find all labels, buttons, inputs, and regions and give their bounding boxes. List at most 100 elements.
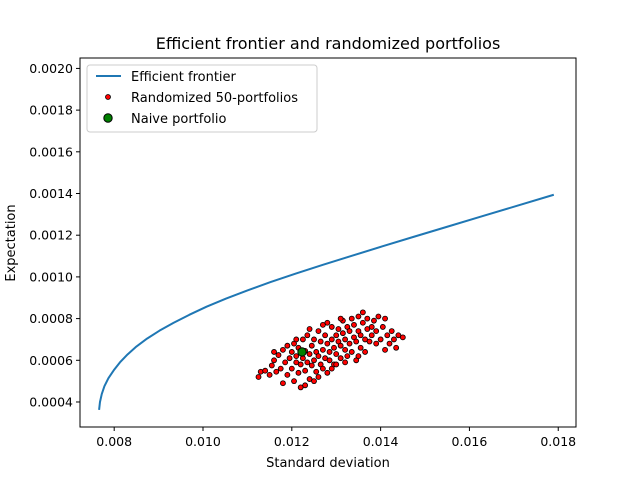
frontier-line xyxy=(98,193,555,411)
random-portfolio-point xyxy=(362,349,368,355)
random-portfolio-point xyxy=(282,359,289,366)
random-portfolio-point xyxy=(368,332,375,339)
random-portfolio-point xyxy=(339,330,346,337)
y-tick-label: 0.0014 xyxy=(29,186,73,201)
random-portfolio-point xyxy=(304,359,311,366)
y-tick-label: 0.0020 xyxy=(29,61,73,76)
legend-naive-label: Naive portfolio xyxy=(131,112,227,127)
random-portfolio-point xyxy=(324,369,331,376)
scatter-layer xyxy=(255,309,406,391)
random-portfolio-point xyxy=(375,313,382,320)
random-portfolio-point xyxy=(266,371,273,378)
random-portfolio-point xyxy=(308,342,315,349)
random-portfolio-point xyxy=(288,365,295,372)
random-portfolio-point xyxy=(335,326,342,332)
random-portfolio-point xyxy=(315,353,322,360)
random-portfolio-point xyxy=(324,340,331,347)
random-portfolio-point xyxy=(280,346,286,353)
random-portfolio-point xyxy=(319,321,326,328)
legend-random-swatch xyxy=(105,94,111,100)
random-portfolio-point xyxy=(304,332,311,339)
random-portfolio-point xyxy=(346,340,353,347)
x-tick-label: 0.010 xyxy=(185,434,221,449)
random-portfolio-point xyxy=(326,357,333,364)
legend: Efficient frontier Randomized 50-portfol… xyxy=(86,64,318,133)
random-portfolio-point xyxy=(313,368,320,375)
axes-frame xyxy=(79,57,577,428)
random-portfolio-point xyxy=(337,355,344,362)
random-portfolio-point xyxy=(302,367,309,374)
y-tick-label: 0.0016 xyxy=(29,144,73,159)
random-portfolio-point xyxy=(315,328,322,335)
random-portfolio-point xyxy=(337,342,344,349)
random-portfolio-point xyxy=(342,336,349,343)
y-tick-label: 0.0010 xyxy=(29,269,73,284)
legend-random-label: Randomized 50-portfolios xyxy=(131,91,298,106)
legend-naive-swatch xyxy=(103,113,113,123)
random-portfolio-point xyxy=(297,361,304,368)
random-portfolio-point xyxy=(311,357,317,364)
random-portfolio-point xyxy=(346,328,353,335)
random-portfolio-point xyxy=(373,328,380,335)
random-portfolio-point xyxy=(371,317,377,324)
random-portfolio-point xyxy=(355,313,362,320)
random-portfolio-point xyxy=(288,349,295,355)
random-portfolio-point xyxy=(348,315,355,322)
random-portfolio-point xyxy=(328,336,335,343)
random-portfolio-point xyxy=(319,365,326,372)
y-tick-label: 0.0004 xyxy=(29,394,73,409)
random-portfolio-point xyxy=(382,346,388,353)
random-portfolio-point xyxy=(359,319,366,326)
random-portfolio-point xyxy=(333,332,340,339)
random-portfolio-point xyxy=(399,334,406,341)
random-portfolio-point xyxy=(391,336,397,343)
random-portfolio-point xyxy=(286,355,293,362)
random-portfolio-point xyxy=(300,336,306,343)
random-portfolio-point xyxy=(315,374,322,380)
random-portfolio-point xyxy=(284,371,291,378)
random-portfolio-point xyxy=(271,357,277,364)
x-tick-label: 0.018 xyxy=(540,434,576,449)
random-portfolio-point xyxy=(353,338,360,345)
random-portfolio-point xyxy=(333,361,340,368)
random-portfolio-point xyxy=(357,332,364,339)
random-portfolio-point xyxy=(364,315,371,322)
random-portfolio-point xyxy=(351,321,357,328)
random-portfolio-point xyxy=(328,324,335,330)
random-portfolio-point xyxy=(322,332,329,339)
chart-title: Efficient frontier and randomized portfo… xyxy=(156,34,501,53)
random-portfolio-point xyxy=(311,378,317,385)
random-portfolio-point xyxy=(284,342,291,349)
random-portfolio-point xyxy=(328,365,335,372)
x-axis: 0.008 0.010 0.012 0.014 0.016 0.018 xyxy=(96,427,576,449)
random-portfolio-point xyxy=(333,351,340,357)
y-tick-label: 0.0008 xyxy=(29,311,73,326)
random-portfolio-point xyxy=(348,349,355,355)
random-portfolio-point xyxy=(271,349,277,355)
random-portfolio-point xyxy=(366,338,373,345)
random-portfolio-point xyxy=(355,353,362,360)
random-portfolio-point xyxy=(295,369,302,376)
random-portfolio-point xyxy=(291,378,297,385)
random-portfolio-point xyxy=(373,340,380,347)
legend-frontier-label: Efficient frontier xyxy=(131,70,237,85)
random-portfolio-point xyxy=(368,324,375,330)
random-portfolio-point xyxy=(377,336,384,343)
random-portfolio-point xyxy=(326,349,333,355)
random-portfolio-point xyxy=(384,332,391,339)
random-portfolio-point xyxy=(342,346,349,353)
random-portfolio-point xyxy=(359,309,366,316)
random-portfolio-point xyxy=(388,328,395,335)
plot-area xyxy=(98,193,555,411)
x-tick-label: 0.008 xyxy=(96,434,132,449)
x-tick-label: 0.016 xyxy=(452,434,488,449)
random-portfolio-point xyxy=(308,362,315,369)
random-portfolio-point xyxy=(344,353,351,360)
random-portfolio-point xyxy=(262,367,269,374)
random-portfolio-point xyxy=(255,374,262,380)
random-portfolio-point xyxy=(357,344,364,351)
frontier-layer xyxy=(98,193,555,411)
random-portfolio-point xyxy=(280,380,286,387)
random-portfolio-point xyxy=(337,315,344,322)
